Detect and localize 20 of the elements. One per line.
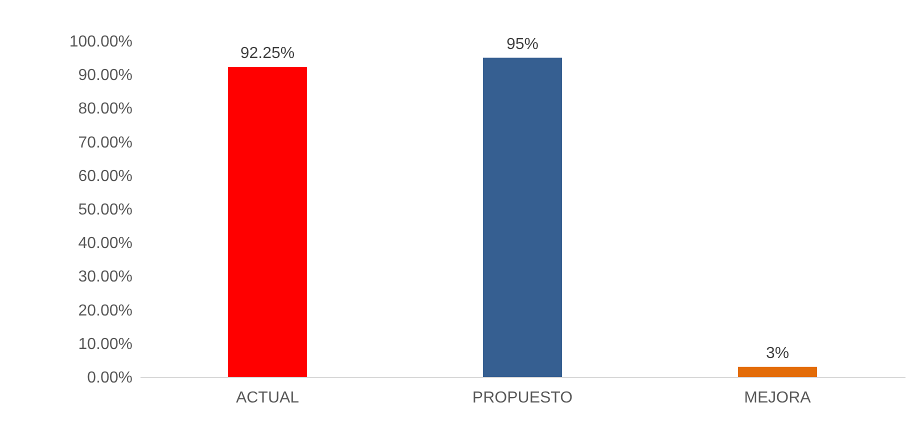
y-tick-label: 70.00%: [78, 134, 132, 152]
data-label: 95%: [506, 36, 539, 53]
bar: [228, 67, 308, 377]
x-tick-label: PROPUESTO: [472, 390, 573, 406]
y-tick-label: 100.00%: [69, 34, 132, 50]
data-label: 92.25%: [240, 45, 295, 62]
bar: [482, 58, 562, 377]
y-tick-label: 30.00%: [78, 268, 132, 286]
y-tick-label: 80.00%: [78, 100, 132, 118]
y-tick-label: 0.00%: [87, 370, 132, 386]
y-tick-label: 60.00%: [78, 168, 132, 185]
x-tick-label: MEJORA: [744, 390, 812, 406]
data-label: 3%: [766, 344, 790, 362]
y-tick-label: 50.00%: [78, 202, 132, 218]
x-tick-label: ACTUAL: [236, 390, 300, 406]
y-tick-label: 90.00%: [78, 67, 132, 84]
y-tick-label: 10.00%: [78, 336, 132, 353]
y-tick-label: 40.00%: [78, 235, 132, 252]
bar: [738, 366, 818, 377]
y-tick-label: 20.00%: [78, 302, 132, 320]
